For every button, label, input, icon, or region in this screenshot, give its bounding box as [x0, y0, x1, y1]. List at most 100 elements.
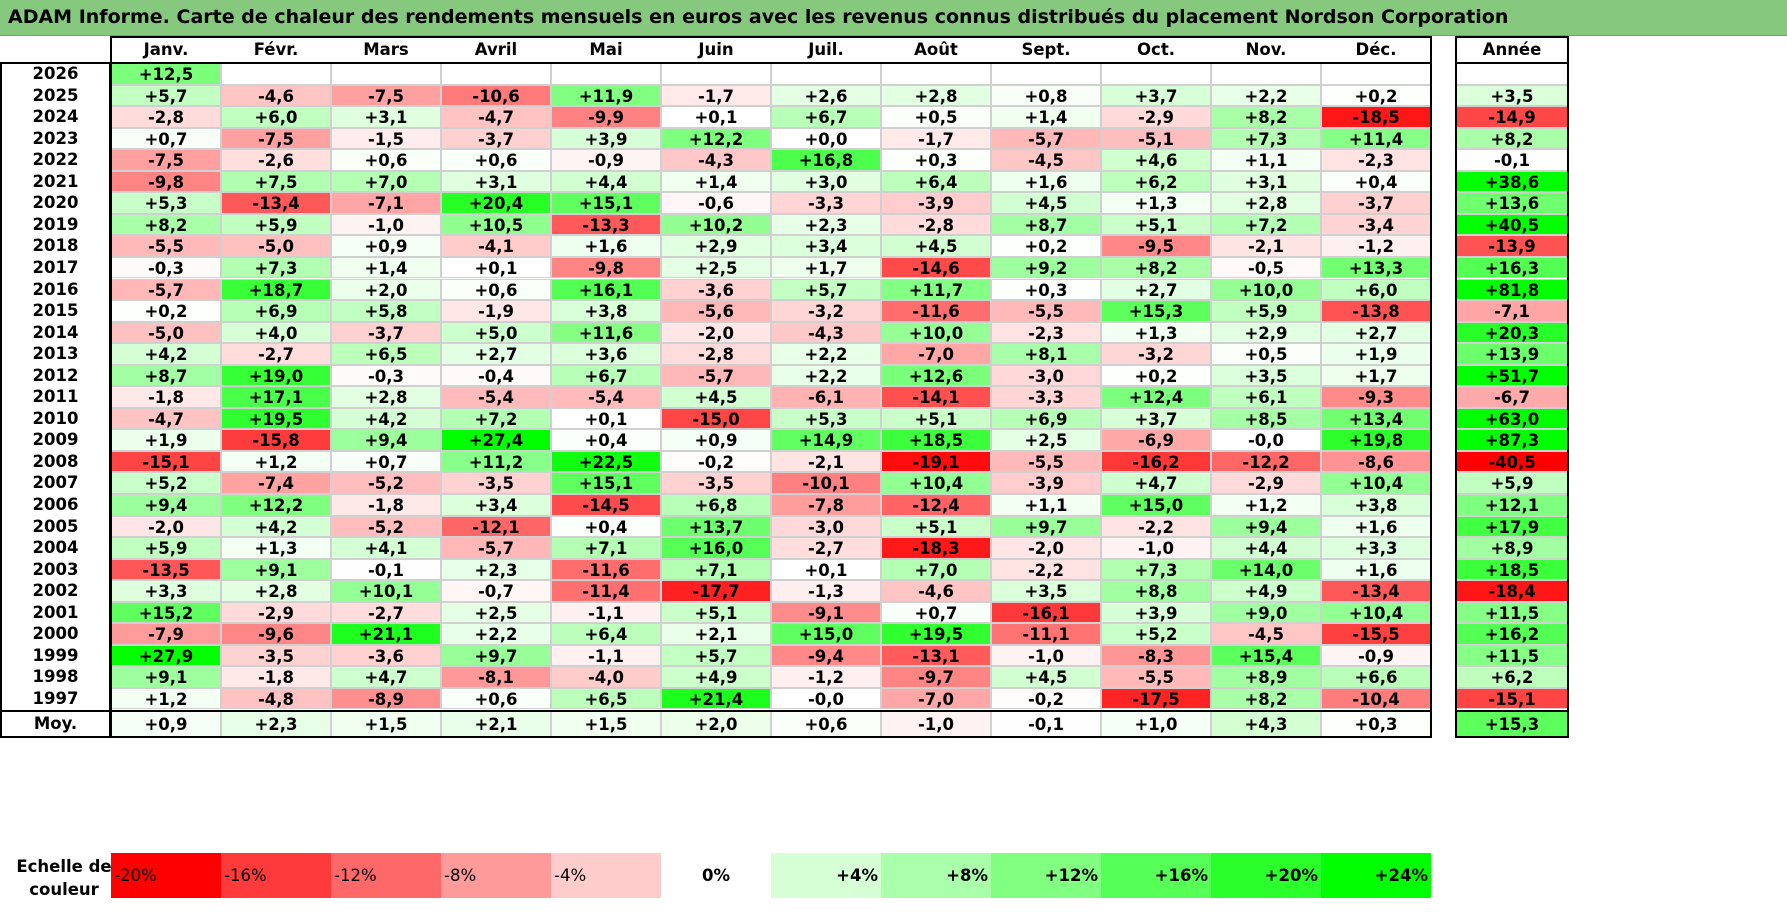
year-label: 2012 [32, 365, 79, 385]
heatmap-cell: -4,7 [441, 106, 551, 128]
heatmap-cell: +5,7 [111, 84, 221, 107]
heatmap-cell: +8,2 [1101, 256, 1211, 279]
heatmap-cell [661, 63, 771, 85]
heatmap-cell: +10,4 [1321, 601, 1431, 624]
heatmap-cell: +14,0 [1211, 558, 1321, 581]
heatmap-cell: -9,4 [771, 644, 881, 667]
heatmap-cell: +9,1 [221, 558, 331, 581]
year-label: 2026 [32, 64, 79, 83]
average-cell: +1,5 [331, 710, 441, 737]
month-header: Mai [589, 40, 623, 59]
scale-step: +24% [1321, 853, 1431, 898]
heatmap-cell: +1,4 [331, 256, 441, 279]
average-cell: +1,5 [551, 710, 661, 737]
heatmap-cell: +6,4 [551, 623, 661, 645]
heatmap-cell: +8,2 [1211, 687, 1321, 710]
heatmap-cell: -1,2 [1321, 235, 1431, 257]
heatmap-cell: -5,7 [111, 278, 221, 301]
heatmap-cell: +19,0 [221, 364, 331, 387]
heatmap-cell: +10,1 [331, 580, 441, 602]
heatmap-cell: +11,7 [881, 278, 991, 301]
heatmap-cell: +2,2 [771, 364, 881, 387]
heatmap-cell: +0,2 [1321, 84, 1431, 107]
scale-step: +16% [1101, 853, 1211, 898]
annual-cell: +8,9 [1456, 537, 1568, 559]
heatmap-cell: +15,1 [551, 472, 661, 494]
heatmap-cell: -4,6 [881, 580, 991, 602]
year-label: 2014 [32, 322, 79, 342]
annual-cell: +5,9 [1456, 472, 1568, 494]
heatmap-cell: -4,8 [221, 687, 331, 710]
heatmap-cell: +5,2 [111, 472, 221, 494]
heatmap-cell: +15,0 [1101, 494, 1211, 516]
heatmap-cell: -1,8 [331, 494, 441, 516]
heatmap-cell: -3,5 [661, 472, 771, 494]
heatmap-cell: -10,4 [1321, 687, 1431, 710]
year-label: 1997 [32, 688, 79, 708]
heatmap-cell [881, 63, 991, 85]
heatmap-cell [441, 63, 551, 85]
heatmap-cell: +4,5 [881, 235, 991, 257]
heatmap-cell: +6,1 [1211, 386, 1321, 408]
heatmap-cell: +17,1 [221, 386, 331, 408]
heatmap-cell: +0,5 [881, 106, 991, 128]
average-cell: +2,0 [661, 710, 771, 737]
year-label: 2006 [32, 495, 79, 514]
heatmap-cell: -2,9 [1211, 472, 1321, 494]
heatmap-cell: -8,6 [1321, 450, 1431, 473]
heatmap-cell: +5,9 [111, 537, 221, 559]
heatmap-cell: +2,3 [441, 558, 551, 581]
heatmap-cell: +27,9 [111, 644, 221, 667]
heatmap-cell: +1,3 [221, 537, 331, 559]
heatmap-cell: +3,9 [551, 127, 661, 150]
heatmap-cell: -0,2 [661, 450, 771, 473]
heatmap-cell: -1,0 [1101, 537, 1211, 559]
heatmap-cell: -4,3 [661, 149, 771, 171]
heatmap-cell: -9,3 [1321, 386, 1431, 408]
heatmap-cell: +7,0 [881, 558, 991, 581]
heatmap-cell [551, 63, 661, 85]
year-label: 2019 [32, 214, 79, 234]
annual-cell: +18,5 [1456, 558, 1568, 581]
month-header: Août [914, 40, 958, 59]
heatmap-cell: +7,0 [331, 170, 441, 193]
heatmap-cell: +2,8 [881, 84, 991, 107]
heatmap-cell: +5,0 [441, 321, 551, 344]
heatmap-cell: -1,8 [221, 666, 331, 688]
heatmap-cell: -5,6 [661, 300, 771, 322]
heatmap-cell: -3,7 [1321, 192, 1431, 214]
month-header: Févr. [253, 40, 299, 59]
heatmap-cell: +11,6 [551, 321, 661, 344]
heatmap-cell: +2,5 [661, 256, 771, 279]
heatmap-cell: -0,5 [1211, 256, 1321, 279]
year-label: 2007 [32, 473, 79, 493]
heatmap-cell: +4,5 [991, 192, 1101, 214]
title-bar: ADAM Informe. Carte de chaleur des rende… [0, 0, 1787, 36]
heatmap-cell: +18,7 [221, 278, 331, 301]
heatmap-cell: -7,9 [111, 623, 221, 645]
heatmap-cell: +3,4 [441, 494, 551, 516]
heatmap-cell: -11,6 [551, 558, 661, 581]
heatmap-cell: +12,6 [881, 364, 991, 387]
heatmap-cell: +1,7 [1321, 364, 1431, 387]
scale-label: Echelle de couleur [16, 857, 112, 899]
annual-cell: +16,3 [1456, 256, 1568, 279]
heatmap-cell: -7,8 [771, 494, 881, 516]
heatmap-cell: -7,5 [331, 84, 441, 107]
heatmap-cell: +3,8 [551, 300, 661, 322]
heatmap-cell: +8,7 [991, 213, 1101, 236]
heatmap-cell: +0,4 [1321, 170, 1431, 193]
heatmap-cell: +19,5 [881, 623, 991, 645]
heatmap-cell: -4,3 [771, 321, 881, 344]
heatmap-cell: -7,5 [221, 127, 331, 150]
heatmap-cell: +7,2 [1211, 213, 1321, 236]
heatmap-cell: -4,0 [551, 666, 661, 688]
heatmap-cell: -13,3 [551, 213, 661, 236]
heatmap-cell: +0,1 [441, 256, 551, 279]
heatmap-cell: +4,4 [1211, 537, 1321, 559]
heatmap-cell: -2,8 [881, 213, 991, 236]
heatmap-cell: +0,3 [991, 278, 1101, 301]
heatmap-cell: +12,2 [221, 494, 331, 516]
heatmap-cell: +27,4 [441, 429, 551, 451]
heatmap-cell: -3,7 [331, 321, 441, 344]
